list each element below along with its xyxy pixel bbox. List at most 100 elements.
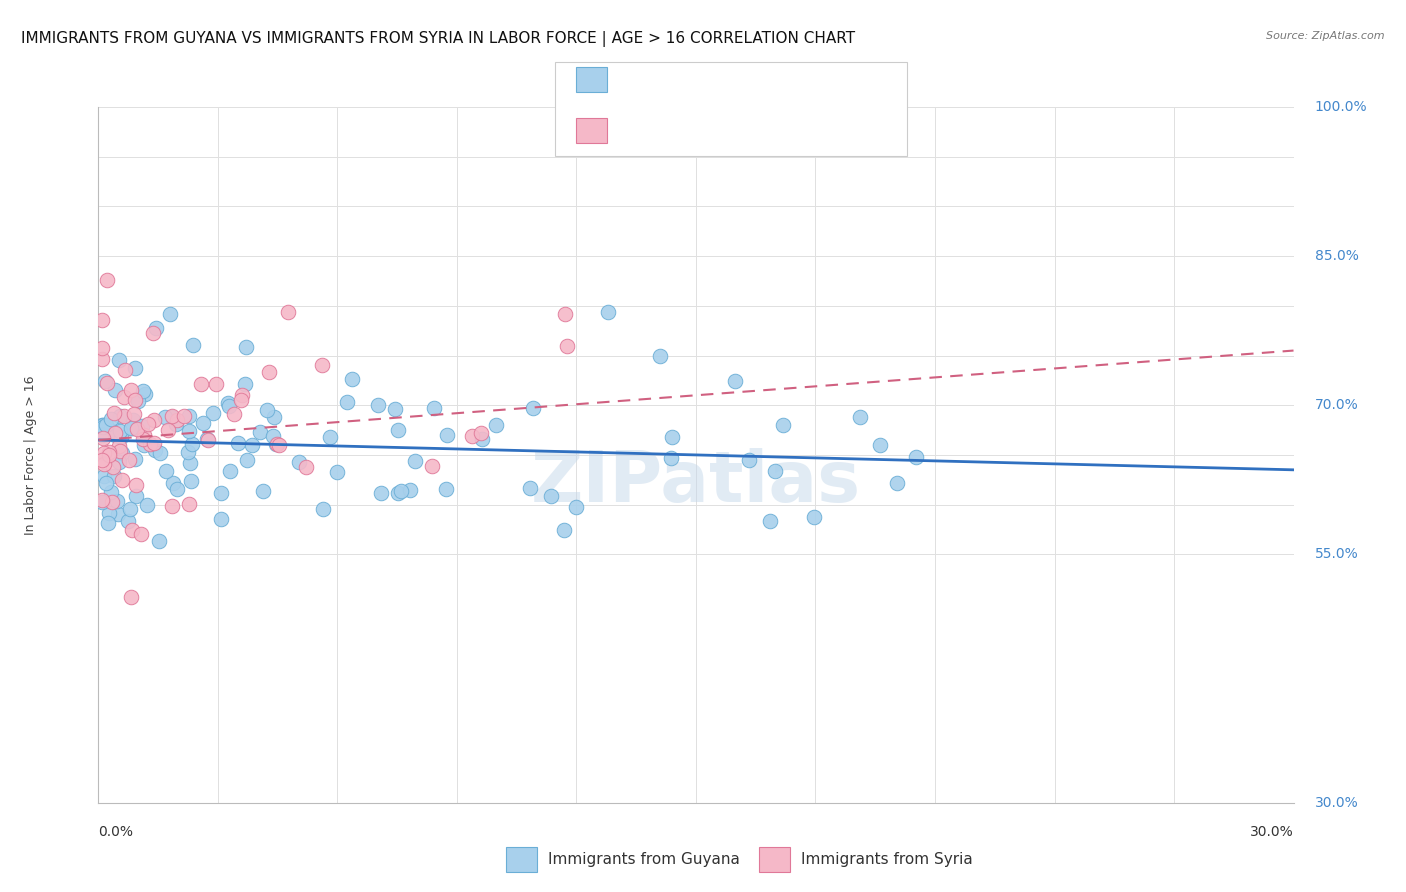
Point: [121, 524, 143, 538]
Point: [143, 442, 166, 457]
Text: R =: R =: [619, 72, 647, 87]
Point: [522, 401, 544, 416]
Point: [295, 459, 318, 474]
Point: [91, 419, 114, 434]
Point: [155, 464, 177, 478]
Point: [420, 458, 443, 473]
Text: -0.173: -0.173: [654, 72, 709, 87]
Point: [312, 502, 335, 516]
Text: 85.0%: 85.0%: [1315, 249, 1358, 263]
Point: [162, 476, 184, 491]
Point: [240, 438, 263, 452]
Point: [160, 410, 183, 425]
Point: [218, 400, 240, 414]
Point: [277, 305, 299, 319]
Text: Immigrants from Syria: Immigrants from Syria: [801, 853, 973, 867]
Point: [266, 437, 288, 451]
Point: [110, 444, 132, 458]
Point: [131, 418, 153, 433]
Point: [94, 418, 117, 433]
Point: [553, 523, 575, 537]
Point: [869, 438, 891, 452]
Point: [367, 398, 389, 412]
Point: [107, 507, 129, 521]
Point: [127, 393, 149, 408]
Point: [124, 392, 146, 407]
Point: [311, 358, 333, 372]
Point: [91, 312, 114, 326]
Point: [519, 481, 541, 495]
Point: [231, 387, 253, 401]
Point: [108, 424, 131, 438]
Point: [205, 377, 228, 392]
Point: [104, 428, 127, 442]
Text: IMMIGRANTS FROM GUYANA VS IMMIGRANTS FROM SYRIA IN LABOR FORCE | AGE > 16 CORREL: IMMIGRANTS FROM GUYANA VS IMMIGRANTS FRO…: [21, 31, 855, 47]
Point: [112, 390, 135, 404]
Point: [118, 453, 141, 467]
Point: [179, 456, 201, 470]
Text: 30.0%: 30.0%: [1250, 825, 1294, 839]
Point: [648, 349, 671, 363]
Point: [849, 409, 872, 424]
Text: 55.0%: 55.0%: [1315, 548, 1358, 561]
Point: [554, 308, 576, 322]
Point: [763, 464, 786, 478]
Point: [399, 483, 422, 497]
Point: [124, 489, 146, 503]
Point: [596, 305, 619, 319]
Point: [153, 410, 176, 425]
Point: [120, 383, 142, 397]
Point: [91, 428, 114, 442]
Point: [209, 486, 232, 500]
Point: [179, 498, 201, 512]
Point: [218, 464, 240, 478]
Point: [91, 352, 114, 367]
Point: [263, 410, 285, 425]
Point: [100, 412, 122, 426]
Point: [108, 438, 131, 452]
Point: [96, 273, 118, 287]
Point: [222, 407, 245, 421]
Point: [191, 416, 214, 430]
Text: 70.0%: 70.0%: [1315, 398, 1358, 412]
Point: [94, 374, 117, 388]
Point: [661, 430, 683, 444]
Text: 30.0%: 30.0%: [1315, 796, 1358, 810]
Point: [145, 321, 167, 335]
Text: Source: ZipAtlas.com: Source: ZipAtlas.com: [1267, 31, 1385, 41]
Point: [110, 430, 132, 444]
Point: [326, 465, 349, 479]
Point: [98, 445, 121, 459]
Point: [131, 384, 153, 399]
Point: [132, 432, 155, 446]
Point: [91, 494, 114, 508]
Point: [122, 407, 145, 421]
Point: [160, 499, 183, 513]
Point: [117, 514, 139, 528]
Point: [803, 510, 825, 524]
Point: [97, 448, 120, 462]
Point: [236, 453, 259, 467]
Point: [195, 432, 218, 446]
Point: [173, 409, 195, 424]
Point: [101, 460, 124, 475]
Point: [166, 413, 188, 427]
Point: [266, 437, 288, 451]
Point: [121, 413, 143, 427]
Point: [233, 376, 256, 391]
Point: [905, 450, 928, 465]
Point: [886, 476, 908, 491]
Point: [387, 424, 409, 438]
Point: [160, 409, 183, 423]
Point: [217, 395, 239, 409]
Text: ZIPatlas: ZIPatlas: [531, 449, 860, 517]
Point: [179, 409, 201, 423]
Point: [91, 417, 114, 432]
Point: [249, 425, 271, 439]
Point: [142, 412, 165, 426]
Point: [231, 392, 253, 407]
Point: [91, 492, 114, 507]
Point: [262, 429, 284, 443]
Text: 114: 114: [763, 72, 794, 87]
Point: [134, 427, 156, 442]
